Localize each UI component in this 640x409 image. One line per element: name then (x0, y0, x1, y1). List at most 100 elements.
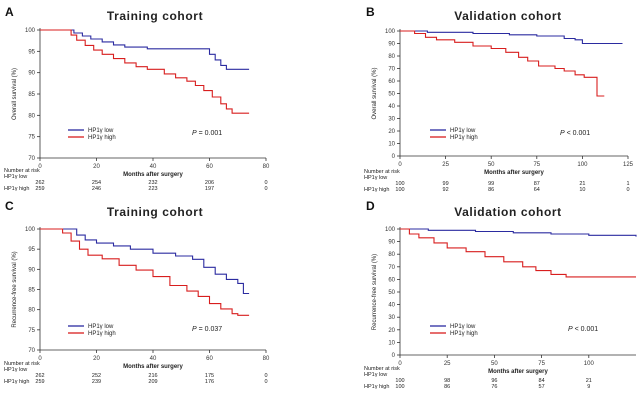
y-tick-label: 20 (388, 129, 395, 135)
y-tick-label: 90 (28, 267, 35, 273)
x-tick-label: 0 (38, 164, 42, 170)
y-tick-label: 90 (388, 240, 395, 246)
y-tick-label: 0 (392, 154, 396, 160)
y-tick-label: 90 (28, 71, 35, 77)
risk-count: 21 (586, 378, 592, 384)
chart-title: Validation cohort (454, 205, 562, 219)
risk-table-header: Number at risk (4, 168, 40, 174)
legend-label: HP1γ high (450, 135, 478, 141)
y-tick-label: 70 (388, 67, 395, 73)
p-symbol: P (192, 130, 197, 137)
risk-count: 99 (443, 181, 449, 187)
x-tick-label: 50 (491, 361, 498, 367)
x-tick-label: 25 (444, 361, 451, 367)
x-tick-label: 50 (488, 162, 495, 168)
risk-row-label: HP1γ low (364, 372, 387, 378)
risk-count: 98 (444, 378, 450, 384)
risk-count: 86 (444, 384, 450, 390)
risk-count: 254 (92, 180, 101, 186)
y-tick-label: 70 (28, 156, 35, 162)
risk-row-label: HP1γ low (4, 174, 27, 180)
risk-count: 259 (35, 186, 44, 192)
km-curve-low (40, 29, 250, 70)
risk-count: 0 (626, 187, 629, 193)
risk-row-label: HP1γ low (364, 175, 387, 181)
legend-label: HP1γ high (88, 135, 116, 141)
x-tick-label: 25 (442, 162, 449, 168)
p-value-text: < 0.001 (565, 130, 591, 137)
x-axis-label: Months after surgery (488, 369, 548, 375)
p-value: P = 0.001 (192, 130, 222, 137)
km-curve-high (40, 228, 250, 316)
legend-label: HP1γ low (450, 324, 476, 330)
legend-label: HP1γ low (88, 324, 114, 330)
risk-count: 84 (539, 378, 545, 384)
x-axis-label: Months after surgery (123, 364, 183, 370)
y-tick-label: 50 (388, 92, 395, 98)
y-tick-label: 60 (388, 79, 395, 85)
risk-count: 57 (539, 384, 545, 390)
y-axis-label: Overall survival (%) (372, 67, 378, 119)
x-tick-label: 100 (577, 162, 588, 168)
risk-count: 0 (264, 379, 267, 385)
x-tick-label: 0 (38, 356, 42, 362)
x-tick-label: 75 (538, 361, 545, 367)
panel-label: A (5, 5, 14, 19)
risk-count: 76 (491, 384, 497, 390)
y-tick-label: 95 (28, 247, 35, 253)
y-tick-label: 95 (28, 49, 35, 55)
risk-row-label: HP1γ high (364, 187, 389, 193)
x-tick-label: 40 (150, 356, 157, 362)
risk-table-header: Number at risk (4, 361, 40, 367)
risk-count: 262 (35, 180, 44, 186)
y-tick-label: 70 (28, 348, 35, 354)
y-tick-label: 100 (385, 227, 396, 233)
y-tick-label: 80 (28, 113, 35, 119)
risk-count: 246 (92, 186, 101, 192)
risk-row-label: HP1γ high (4, 379, 29, 385)
km-curve-high (40, 29, 250, 114)
risk-count: 100 (395, 384, 404, 390)
y-tick-label: 30 (388, 117, 395, 123)
y-tick-label: 50 (388, 290, 395, 296)
risk-count: 86 (488, 187, 494, 193)
km-curve-low (400, 228, 637, 237)
risk-count: 232 (148, 180, 157, 186)
panel-label: D (366, 199, 375, 213)
risk-count: 10 (579, 187, 585, 193)
y-axis-label: Recurrence-free survival (%) (372, 254, 378, 330)
p-value: P < 0.001 (560, 130, 590, 137)
panel-label: B (366, 5, 375, 19)
y-tick-label: 80 (388, 54, 395, 60)
y-axis-label: Overall survival (%) (12, 68, 18, 120)
risk-row-label: HP1γ high (364, 384, 389, 390)
y-tick-label: 75 (28, 328, 35, 334)
risk-count: 1 (626, 181, 629, 187)
risk-count: 64 (534, 187, 540, 193)
risk-count: 252 (92, 373, 101, 379)
km-curve-high (400, 228, 636, 278)
p-value-text: = 0.037 (197, 326, 223, 333)
risk-count: 176 (205, 379, 214, 385)
y-tick-label: 40 (388, 104, 395, 110)
risk-count: 239 (92, 379, 101, 385)
y-tick-label: 100 (385, 29, 396, 35)
risk-count: 100 (395, 181, 404, 187)
y-tick-label: 10 (388, 142, 395, 148)
risk-count: 9 (587, 384, 590, 390)
x-tick-label: 80 (263, 356, 270, 362)
y-tick-label: 40 (388, 303, 395, 309)
risk-count: 99 (488, 181, 494, 187)
risk-row-label: HP1γ high (4, 186, 29, 192)
x-tick-label: 20 (93, 164, 100, 170)
legend-label: HP1γ high (450, 331, 478, 337)
x-tick-label: 75 (533, 162, 540, 168)
legend-label: HP1γ low (450, 128, 476, 134)
risk-table-header: Number at risk (364, 366, 400, 372)
x-tick-label: 60 (206, 356, 213, 362)
risk-count: 206 (205, 180, 214, 186)
y-tick-label: 30 (388, 315, 395, 321)
x-tick-label: 125 (623, 162, 634, 168)
chart-title: Validation cohort (454, 9, 562, 23)
